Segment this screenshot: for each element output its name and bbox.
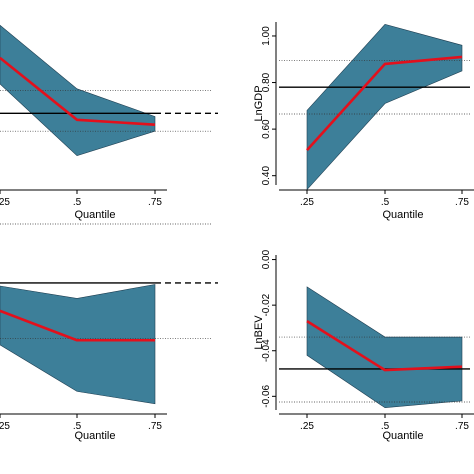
y-tick-label-3: -0.04 bbox=[261, 339, 272, 362]
x-axis-title: Quantile bbox=[75, 209, 116, 221]
x-tick-label-3: .75 bbox=[148, 197, 162, 208]
y-axis-title: LnBEV bbox=[253, 315, 265, 350]
x-axis-title: Quantile bbox=[383, 209, 424, 221]
x-tick-label-1: .25 bbox=[300, 197, 314, 208]
x-tick-label-3: .75 bbox=[148, 421, 162, 432]
quantile-estimate-line bbox=[306, 320, 463, 372]
x-axis-title: Quantile bbox=[383, 430, 424, 442]
panel-4: .25 .5 .75 Quantile 0.00 -0.02 -0.04 -0.06 LnBEV bbox=[253, 249, 474, 442]
quantile-estimate-line bbox=[0, 56, 156, 126]
quantile-estimate-line bbox=[0, 309, 155, 342]
x-tick-label-2: .5 bbox=[73, 421, 82, 432]
confidence-band bbox=[0, 284, 156, 405]
x-tick-label-2: .5 bbox=[381, 421, 390, 432]
x-axis-title: Quantile bbox=[75, 430, 116, 442]
x-tick-label-1: .25 bbox=[0, 197, 10, 208]
y-tick-label-4: 1.00 bbox=[261, 26, 272, 46]
x-tick-label-2: .5 bbox=[73, 197, 82, 208]
x-tick-label-1: .25 bbox=[0, 421, 10, 432]
x-tick-label-3: .75 bbox=[455, 197, 469, 208]
y-tick-label-1: 0.40 bbox=[261, 166, 272, 186]
panel-2: .25 .5 .75 Quantile 0.40 0.60 0.80 1.00 LnGDP bbox=[253, 22, 474, 221]
y-tick-label-2: -0.02 bbox=[261, 293, 272, 316]
y-axis-title: LnGDP bbox=[253, 85, 265, 121]
quantile-estimate-line bbox=[306, 55, 463, 151]
x-tick-label-1: .25 bbox=[300, 421, 314, 432]
y-tick-label-4: -0.06 bbox=[261, 384, 272, 407]
y-tick-label-1: 0.00 bbox=[261, 249, 272, 269]
y-tick-label-3: 0.80 bbox=[261, 72, 272, 92]
y-tick-label-2: 0.60 bbox=[261, 119, 272, 139]
x-tick-label-2: .5 bbox=[381, 197, 390, 208]
panel-1: .25 .5 .75 Quantile bbox=[0, 24, 218, 221]
panel-3: .25 .5 .75 Quantile bbox=[0, 223, 218, 442]
x-tick-label-3: .75 bbox=[455, 421, 469, 432]
